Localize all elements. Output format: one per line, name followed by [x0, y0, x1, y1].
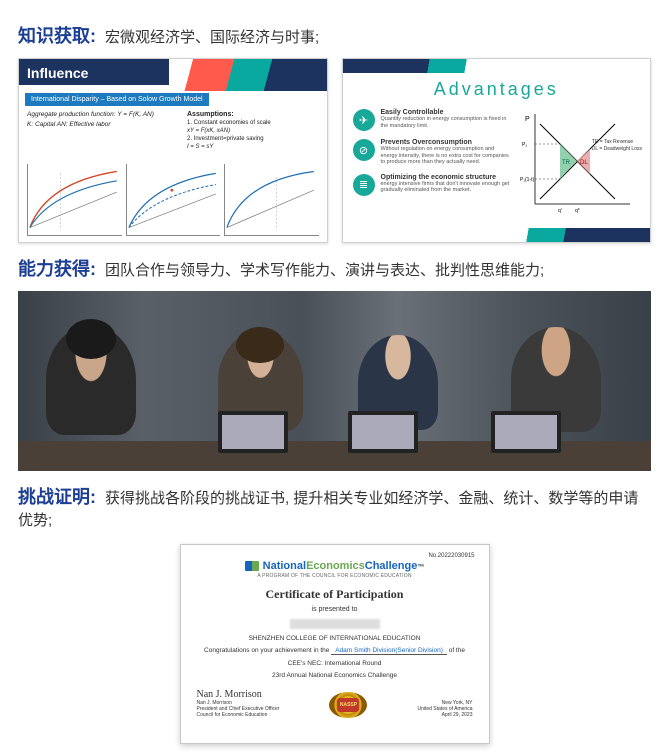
mini-chart-1 — [27, 164, 122, 236]
svg-text:q*: q* — [575, 208, 580, 214]
solow-charts — [27, 164, 319, 236]
slide-influence: Influence International Disparity – Base… — [18, 58, 328, 243]
brand-p2: Economics — [306, 560, 365, 572]
cert-date: April 29, 2023 — [417, 712, 472, 718]
adv-item-2: ≣ Optimizing the economic structure ener… — [353, 174, 511, 196]
certificate-achievement-line: Congratulations on your achievement in t… — [197, 647, 473, 655]
certificate-footer: Nan J. Morrison Nan J. Morrison Presiden… — [197, 689, 473, 718]
heading-proof-desc: 获得挑战各阶段的挑战证书, 提升相关专业如经济学、金融、统计、数学等的申请优势; — [18, 490, 638, 529]
heading-ability-label: 能力获得: — [18, 259, 96, 279]
brand-p3: Challenge — [365, 560, 418, 572]
adv-item-0: ✈ Easily Controllable Quantity reduction… — [353, 109, 511, 131]
certificate-presented: is presented to — [197, 606, 473, 613]
plane-icon: ✈ — [353, 109, 375, 131]
cert-division: Adam Smith Division(Senior Division) — [331, 647, 447, 655]
slide2-body: ✈ Easily Controllable Quantity reduction… — [353, 109, 641, 224]
adv-1-title: Prevents Overconsumption — [381, 139, 511, 146]
slide1-title: Influence — [27, 65, 88, 81]
certificate-brand: NationalEconomicsChallenge™ — [263, 560, 425, 572]
slide1-body: Aggregate production function: Y = F(K, … — [27, 111, 319, 236]
adv-0-title: Easily Controllable — [381, 109, 511, 116]
certificate-subtitle: A PROGRAM OF THE COUNCIL FOR ECONOMIC ED… — [197, 573, 473, 579]
adv-1-desc: Without regulation on energy consumption… — [381, 146, 511, 166]
sign-title2: Council for Economic Education — [197, 712, 280, 718]
assumptions-heading: Assumptions: — [187, 111, 317, 118]
nec-logo-icon — [245, 559, 259, 573]
heading-knowledge-desc: 宏微观经济学、国际经济与时事; — [105, 29, 319, 46]
brand-tm: ™ — [417, 564, 424, 571]
assumption-2: 2. Investment=private saving — [187, 136, 317, 142]
cert-line-post: of the — [449, 647, 465, 654]
svg-text:TR: TR — [562, 160, 571, 166]
slide2-accent-bot — [343, 228, 651, 242]
cert-date-block: New York, NY United States of America Ap… — [417, 700, 472, 718]
list-icon: ≣ — [353, 174, 375, 196]
certificate-container: No.20222030915 NationalEconomicsChalleng… — [18, 544, 651, 744]
adv-item-1: ⊘ Prevents Overconsumption Without regul… — [353, 139, 511, 166]
certificate-recipient-redacted — [290, 619, 380, 629]
assumption-0: 1. Constant economies of scale — [187, 120, 317, 126]
slide2-title: Advantages — [343, 79, 651, 100]
assumption-1: xY = F(xK, xAN) — [187, 128, 317, 134]
prohibit-icon: ⊘ — [353, 139, 375, 161]
svg-text:P₁: P₁ — [522, 142, 527, 148]
seal-text: NASSP — [337, 698, 359, 712]
adv-2-title: Optimizing the economic structure — [381, 174, 511, 181]
heading-knowledge-label: 知识获取: — [18, 26, 96, 46]
slides-row: Influence International Disparity – Base… — [18, 58, 651, 243]
cert-sign-block: Nan J. Morrison Nan J. Morrison Presiden… — [197, 689, 280, 718]
certificate-id: No.20222030915 — [428, 553, 474, 559]
slide2-accent-top — [343, 59, 651, 73]
cert-event2: 23rd Annual National Economics Challenge — [197, 672, 473, 679]
cert-event1: CEE's NEC: International Round — [197, 660, 473, 667]
svg-text:P₁(1-t): P₁(1-t) — [520, 177, 535, 183]
brand-p1: National — [263, 560, 306, 572]
collaboration-photo — [18, 291, 651, 471]
certificate: No.20222030915 NationalEconomicsChalleng… — [180, 544, 490, 744]
legend-tr: TR = Tax Revenue — [592, 139, 642, 146]
assumption-3: I = S = sY — [187, 144, 317, 150]
heading-proof-label: 挑战证明: — [18, 487, 96, 507]
svg-text:q': q' — [558, 208, 562, 214]
certificate-heading: Certificate of Participation — [197, 587, 473, 602]
svg-text:DL: DL — [580, 160, 588, 166]
slide1-assumptions: Assumptions: 1. Constant economies of sc… — [187, 111, 317, 150]
signature-script: Nan J. Morrison — [197, 689, 280, 700]
slide-advantages: Advantages ✈ Easily Controllable Quantit… — [342, 58, 652, 243]
legend-dl: DL = Deadweight Loss — [592, 146, 642, 153]
adv-0-desc: Quantity reduction in energy consumption… — [381, 116, 511, 129]
mini-chart-2 — [126, 164, 221, 236]
seal-icon: NASSP — [329, 692, 367, 718]
heading-ability-desc: 团队合作与领导力、学术写作能力、演讲与表达、批判性思维能力; — [105, 262, 544, 279]
mini-chart-3 — [224, 164, 319, 236]
diagram-legend: TR = Tax Revenue DL = Deadweight Loss — [592, 139, 642, 153]
slide1-banner: International Disparity – Based on Solow… — [25, 93, 209, 106]
certificate-school: SHENZHEN COLLEGE OF INTERNATIONAL EDUCAT… — [197, 635, 473, 642]
supply-demand-diagram: P TR DL P₁ P₁(1-t) q' q* TR = Tax Revenu… — [520, 109, 640, 224]
heading-ability: 能力获得: 团队合作与领导力、学术写作能力、演讲与表达、批判性思维能力; — [18, 255, 651, 281]
advantages-list: ✈ Easily Controllable Quantity reduction… — [353, 109, 511, 224]
adv-2-desc: energy intensive firms that don't innova… — [381, 181, 511, 194]
svg-text:P: P — [525, 116, 530, 123]
heading-knowledge: 知识获取: 宏微观经济学、国际经济与时事; — [18, 22, 651, 48]
certificate-brand-row: NationalEconomicsChallenge™ — [197, 559, 473, 573]
cert-line-pre: Congratulations on your achievement in t… — [204, 647, 329, 654]
heading-proof: 挑战证明: 获得挑战各阶段的挑战证书, 提升相关专业如经济学、金融、统计、数学等… — [18, 483, 651, 530]
